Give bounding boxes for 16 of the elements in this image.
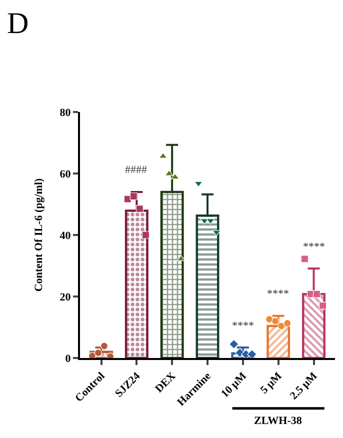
y-tick-label: 60: [60, 168, 72, 180]
text: ZLWH-38: [254, 415, 302, 427]
annotation: ****: [303, 241, 325, 253]
bar: [302, 292, 326, 358]
annotation: ****: [232, 320, 254, 332]
y-tick-label: 40: [60, 230, 72, 242]
y-tick-label: 0: [65, 352, 72, 365]
text: D: [7, 7, 29, 40]
y-axis-title: Content Of IL-6 (pg/ml): [32, 178, 45, 292]
x-tick-label: 2.5 μM: [288, 370, 320, 402]
x-tick-label: 10 μM: [218, 370, 250, 400]
y-tick-label: 20: [60, 291, 72, 304]
x-tick-label: 5 μM: [258, 370, 285, 396]
y-tick-label: 80: [60, 106, 72, 119]
annotation: ####: [125, 164, 148, 176]
annotation: ****: [267, 288, 289, 300]
